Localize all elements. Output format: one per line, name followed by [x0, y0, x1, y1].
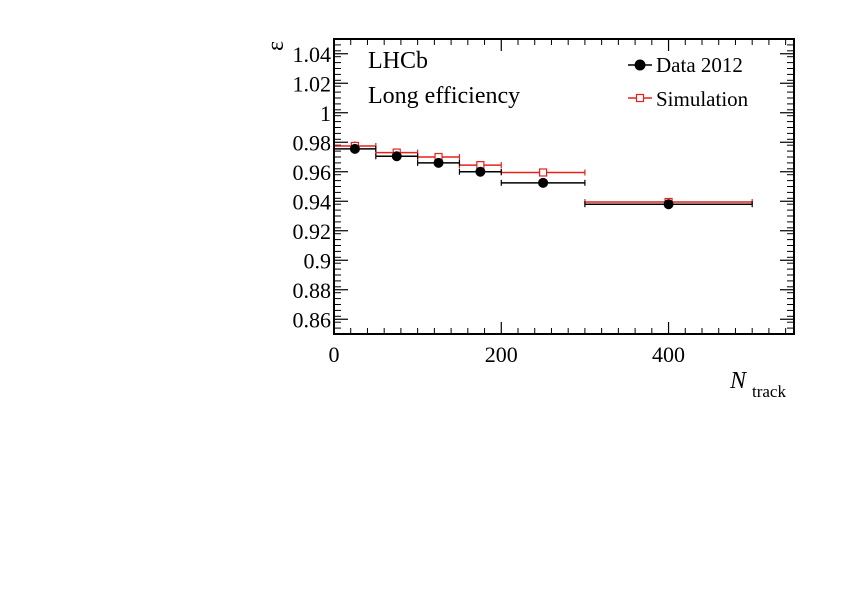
x-axis-label: N track	[729, 368, 786, 401]
y-tick-label: 1.04	[293, 42, 332, 67]
x-tick-label: 200	[485, 342, 518, 367]
experiment-label: LHCb	[368, 48, 428, 74]
x-axis-label-subscript: track	[752, 382, 786, 401]
series-data	[333, 143, 753, 210]
data-marks	[333, 141, 753, 210]
y-tick-label: 0.96	[293, 160, 332, 185]
legend: Data 2012 Simulation	[628, 53, 749, 111]
y-tick-label: 0.92	[293, 219, 332, 244]
y-tick-label: 0.86	[293, 307, 332, 332]
legend-entry-simulation: Simulation	[628, 87, 749, 111]
data-point	[391, 151, 402, 162]
y-tick-label: 0.94	[293, 189, 332, 214]
y-tick-label: 1.02	[293, 71, 332, 96]
selection-label: Long efficiency	[368, 83, 520, 109]
y-axis-label: ε	[263, 41, 289, 51]
legend-entry-data: Data 2012	[628, 53, 743, 77]
data-point	[538, 177, 549, 188]
data-point	[433, 157, 444, 168]
legend-data-marker	[634, 59, 646, 71]
simulation-point	[538, 168, 548, 177]
y-tick-label: 0.9	[304, 248, 332, 273]
x-tick-label: 0	[329, 342, 340, 367]
y-tick-label: 0.88	[293, 278, 332, 303]
legend-simulation-label: Simulation	[656, 87, 749, 111]
data-point	[349, 143, 360, 154]
data-point	[663, 199, 674, 210]
y-tick-label: 1	[320, 101, 331, 126]
data-point	[475, 166, 486, 177]
x-tick-label: 400	[652, 342, 685, 367]
x-axis-label-main: N	[729, 368, 748, 394]
legend-simulation-marker	[635, 93, 645, 103]
axis-tick-labels: 0 200 400 0.86 0.88 0.9 0.92 0.94 0.96 0.98 1 1.02 1…	[293, 42, 686, 367]
plot-frame	[333, 38, 795, 335]
axis-ticks	[333, 38, 794, 335]
y-tick-label: 0.98	[293, 130, 332, 155]
legend-data-label: Data 2012	[656, 53, 743, 77]
